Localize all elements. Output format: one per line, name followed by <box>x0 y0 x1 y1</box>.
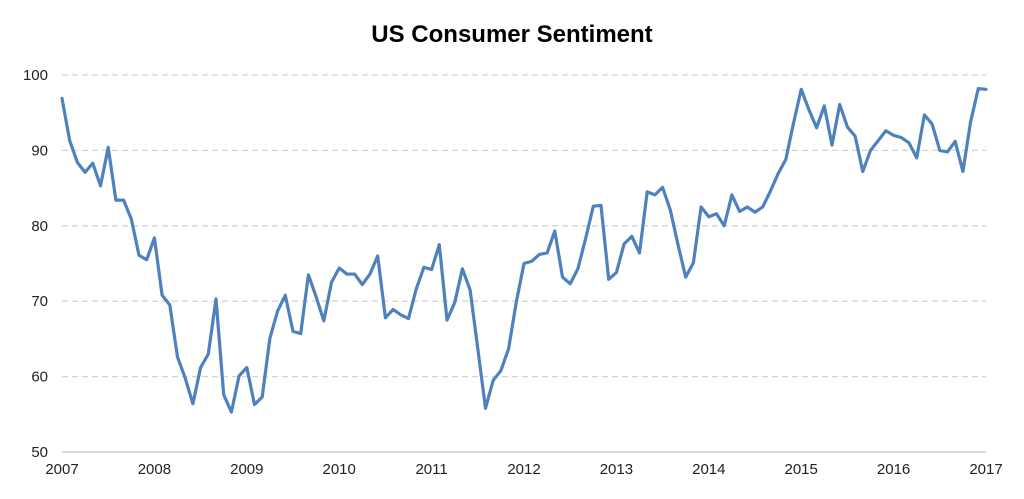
x-tick-label: 2009 <box>230 461 263 478</box>
x-tick-label: 2015 <box>785 461 818 478</box>
x-tick-label: 2016 <box>877 461 910 478</box>
x-tick-label: 2010 <box>323 461 356 478</box>
y-tick-label: 90 <box>31 142 48 159</box>
x-tick-label: 2014 <box>692 461 725 478</box>
x-tick-label: 2013 <box>600 461 633 478</box>
y-tick-label: 100 <box>23 67 48 84</box>
x-tick-label: 2012 <box>507 461 540 478</box>
y-tick-label: 80 <box>31 218 48 235</box>
y-gridlines <box>62 74 986 378</box>
y-tick-label: 70 <box>31 293 48 310</box>
series-line-consumer-sentiment <box>60 86 988 414</box>
x-tick-label: 2017 <box>969 461 1002 478</box>
chart-title: US Consumer Sentiment <box>371 21 652 48</box>
series-layer <box>60 86 988 414</box>
x-tick-label: 2008 <box>138 461 171 478</box>
x-tick-label: 2007 <box>45 461 78 478</box>
y-tick-label: 60 <box>31 369 48 386</box>
y-axis-tick-labels: 50 60 70 80 90 100 <box>23 67 48 461</box>
y-tick-label: 50 <box>31 444 48 461</box>
x-axis-tick-labels: 2007 2008 2009 2010 2011 2012 2013 2014 2015 2016… <box>45 461 1002 478</box>
x-tick-label: 2011 <box>415 461 447 478</box>
